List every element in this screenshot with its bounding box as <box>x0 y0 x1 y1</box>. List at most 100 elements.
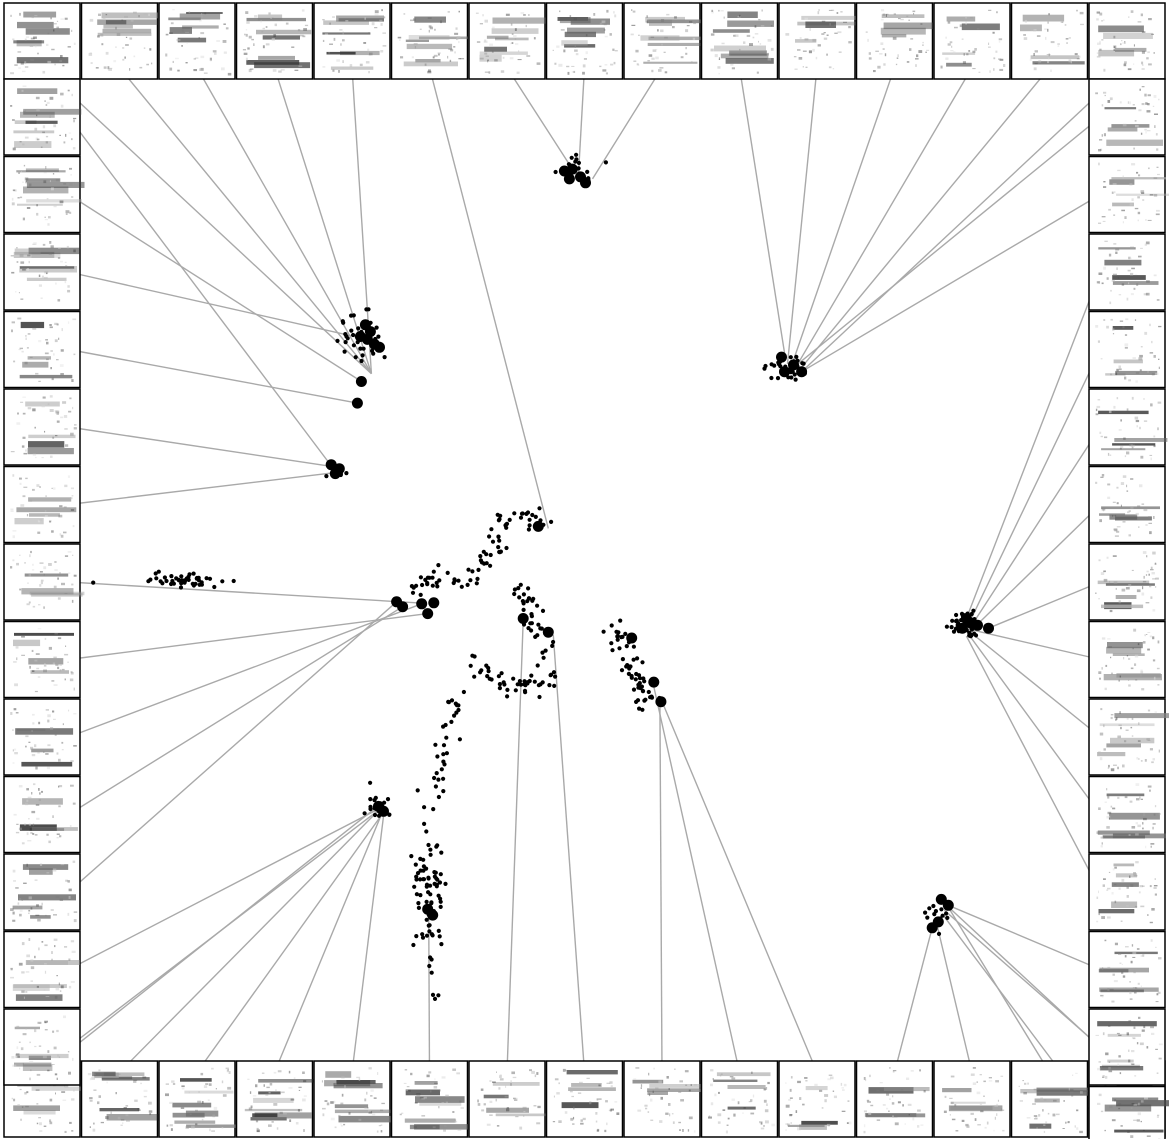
data-point <box>488 563 493 568</box>
data-point <box>954 612 959 618</box>
spectrogram-speckle <box>1110 656 1112 659</box>
data-point <box>459 584 464 589</box>
spectrogram-speckle <box>1142 580 1147 583</box>
data-point <box>212 584 217 590</box>
data-point <box>573 159 578 164</box>
data-point <box>641 676 646 681</box>
spectrogram-speckle <box>1130 726 1133 729</box>
spectrogram-speckle <box>105 1116 109 1119</box>
spectrogram-speckle <box>28 938 31 941</box>
spectrogram-speckle <box>799 1097 802 1100</box>
spectrogram-speckle <box>71 93 73 97</box>
spectrogram-speckle <box>726 1124 729 1126</box>
data-point <box>496 545 501 550</box>
spectrogram-band <box>14 1026 40 1030</box>
thumbnail-frame <box>1088 620 1166 699</box>
spectrogram-speckle <box>26 799 29 802</box>
spectrogram-speckle <box>39 486 41 488</box>
spectrogram-speckle <box>1098 559 1101 562</box>
connector-line <box>68 581 417 604</box>
spectrogram-speckle <box>1074 53 1078 56</box>
spectrogram-speckle <box>1023 34 1026 36</box>
spectrogram-speckle <box>1104 94 1106 97</box>
spectrogram-speckle <box>1047 21 1049 24</box>
spectrogram-speckle <box>1075 1072 1078 1074</box>
spectrogram-band <box>491 28 539 34</box>
spectrogram-speckle <box>520 12 525 15</box>
spectrogram-thumbnail-left <box>3 155 85 234</box>
spectrogram-speckle <box>765 1087 768 1090</box>
spectrogram-speckle <box>298 1086 302 1088</box>
spectrogram-speckle <box>763 1099 767 1103</box>
data-point <box>344 471 349 476</box>
spectrogram-band <box>99 1108 140 1112</box>
data-point <box>434 580 439 586</box>
data-point <box>769 375 774 381</box>
spectrogram-speckle <box>785 33 790 36</box>
spectrogram-speckle <box>22 70 26 73</box>
spectrogram-speckle <box>950 50 954 52</box>
spectrogram-speckle <box>877 65 881 69</box>
spectrogram-speckle <box>1131 267 1135 270</box>
spectrogram-speckle <box>421 1115 426 1117</box>
spectrogram-speckle <box>1141 31 1146 33</box>
spectrogram-speckle <box>612 48 615 51</box>
spectrogram-speckle <box>457 1129 462 1131</box>
spectrogram-speckle <box>688 1089 691 1092</box>
spectrogram-speckle <box>60 985 64 989</box>
spectrogram-speckle <box>270 17 272 19</box>
data-point <box>156 569 161 574</box>
spectrogram-speckle <box>915 58 919 60</box>
spectrogram-speckle <box>1153 194 1158 197</box>
spectrogram-speckle <box>1097 340 1100 343</box>
spectrogram-speckle <box>74 424 77 426</box>
spectrogram-speckle <box>995 50 998 53</box>
spectrogram-speckle <box>1109 609 1113 613</box>
spectrogram-band <box>338 1115 397 1123</box>
data-point <box>461 689 466 695</box>
spectrogram-speckle <box>614 1101 618 1103</box>
spectrogram-speckle <box>1129 183 1133 186</box>
spectrogram-speckle <box>1034 50 1038 53</box>
spectrogram-speckle <box>246 21 250 24</box>
spectrogram-speckle <box>322 1107 326 1110</box>
spectrogram-speckle <box>655 1087 659 1090</box>
spectrogram-speckle <box>1109 97 1113 101</box>
spectrogram-speckle <box>366 1091 368 1095</box>
spectrogram-speckle <box>1141 192 1145 194</box>
spectrogram-speckle <box>537 1105 541 1109</box>
spectrogram-speckle <box>814 1083 818 1087</box>
data-point <box>527 517 532 522</box>
spectrogram-speckle <box>1140 13 1143 17</box>
spectrogram-thumbnail-left <box>3 388 81 466</box>
connector-line <box>738 67 787 360</box>
spectrogram-speckle <box>1135 419 1140 423</box>
spectrogram-speckle <box>64 484 68 488</box>
spectrogram-speckle <box>17 412 19 415</box>
spectrogram-speckle <box>483 40 488 43</box>
spectrogram-speckle <box>1137 211 1141 215</box>
spectrogram-speckle <box>53 353 55 356</box>
spectrogram-speckle <box>664 71 668 74</box>
spectrogram-speckle <box>68 709 70 712</box>
spectrogram-speckle <box>17 197 20 199</box>
spectrogram-band <box>12 905 43 910</box>
spectrogram-speckle <box>1065 1121 1067 1124</box>
spectrogram-speckle <box>979 1074 982 1076</box>
spectrogram-speckle <box>892 36 897 40</box>
spectrogram-speckle <box>124 56 126 59</box>
spectrogram-speckle <box>721 1073 723 1075</box>
spectrogram-speckle <box>1139 484 1143 488</box>
spectrogram-speckle <box>37 918 41 922</box>
spectrogram-speckle <box>1138 1102 1140 1106</box>
spectrogram-speckle <box>39 1130 43 1132</box>
spectrogram-speckle <box>1125 946 1129 948</box>
spectrogram-speckle <box>1150 596 1153 599</box>
spectrogram-speckle <box>580 1122 584 1125</box>
spectrogram-speckle <box>513 35 517 37</box>
spectrogram-speckle <box>18 172 20 174</box>
spectrogram-speckle <box>35 96 40 100</box>
spectrogram-band <box>570 18 610 25</box>
spectrogram-speckle <box>1116 1032 1120 1035</box>
spectrogram-band <box>1098 410 1149 415</box>
